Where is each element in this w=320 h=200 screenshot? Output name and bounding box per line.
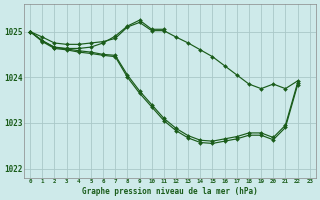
X-axis label: Graphe pression niveau de la mer (hPa): Graphe pression niveau de la mer (hPa) (82, 187, 258, 196)
